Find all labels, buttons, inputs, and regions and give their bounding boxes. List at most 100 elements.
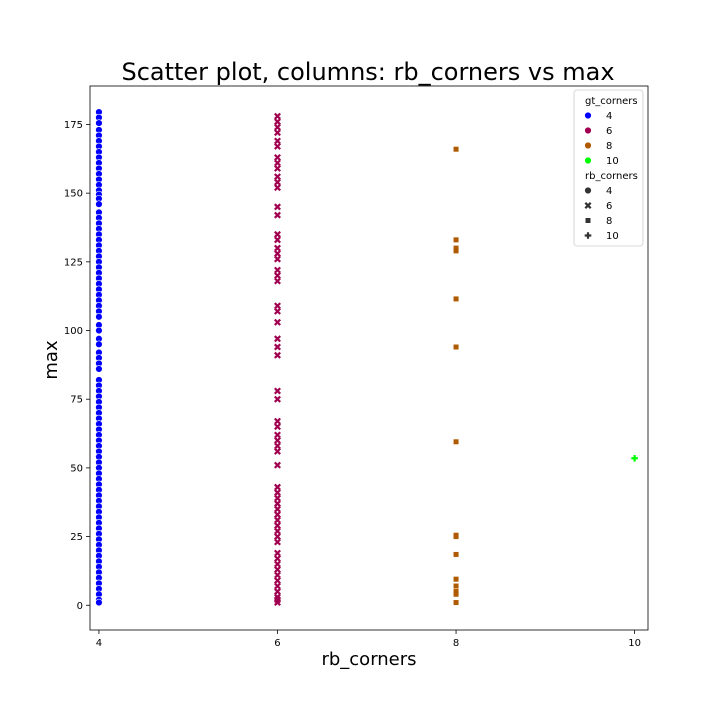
- data-point: [274, 184, 281, 192]
- legend-item: 8: [584, 141, 612, 152]
- data-point: [274, 178, 281, 186]
- x-tick-label: 4: [96, 638, 102, 649]
- y-tick-label: 125: [64, 257, 83, 268]
- data-point: [274, 447, 281, 455]
- data-point: [274, 164, 281, 172]
- data-point: [453, 551, 459, 557]
- data-point: [95, 200, 103, 208]
- y-tick-label: 25: [70, 532, 83, 543]
- legend-marker: [584, 126, 592, 135]
- legend-item: 10: [584, 156, 619, 167]
- data-point: [453, 439, 459, 445]
- data-point: [274, 599, 281, 607]
- data-point: [631, 454, 638, 462]
- data-point: [274, 527, 281, 535]
- data-point: [274, 203, 281, 211]
- data-point: [274, 112, 281, 120]
- data-point: [274, 318, 281, 326]
- data-point: [274, 423, 281, 431]
- data-point: [274, 436, 281, 444]
- legend-marker: [584, 232, 592, 239]
- data-point: [274, 173, 281, 181]
- data-point: [453, 296, 459, 302]
- data-point: [453, 248, 459, 254]
- series-10: [631, 454, 638, 462]
- legend-label: 8: [606, 141, 612, 152]
- data-point: [274, 582, 281, 590]
- data-point: [274, 395, 281, 403]
- data-point: [274, 566, 281, 574]
- legend-item: 4: [584, 111, 612, 122]
- legend-label: 4: [606, 186, 612, 197]
- legend-label: 8: [606, 216, 612, 227]
- x-axis-label: rb_corners: [321, 649, 416, 670]
- data-point: [453, 589, 459, 595]
- legend-marker: [584, 156, 592, 165]
- series-6: [274, 112, 281, 607]
- x-tick-label: 10: [628, 638, 641, 649]
- data-point: [274, 255, 281, 263]
- data-point: [274, 244, 281, 252]
- data-point: [453, 600, 459, 606]
- data-point: [274, 307, 281, 315]
- legend-label: 10: [606, 231, 619, 242]
- y-tick-label: 75: [70, 395, 83, 406]
- data-point: [95, 598, 103, 607]
- data-point: [274, 588, 281, 596]
- data-point: [453, 146, 459, 152]
- data-point: [274, 483, 281, 491]
- x-tick-label: 8: [453, 638, 459, 649]
- data-point: [274, 153, 281, 161]
- data-point: [274, 266, 281, 274]
- data-point: [274, 431, 281, 439]
- data-point: [274, 236, 281, 244]
- y-tick-label: 175: [64, 120, 83, 131]
- data-point: [95, 340, 103, 348]
- data-point: [274, 549, 281, 557]
- legend-marker: [584, 141, 592, 150]
- data-point: [95, 365, 103, 373]
- legend-item: 4: [584, 186, 612, 197]
- y-tick-label: 150: [64, 189, 83, 200]
- y-tick-label: 100: [64, 326, 83, 337]
- data-point: [274, 417, 281, 425]
- data-point: [274, 129, 281, 137]
- legend-label: 6: [606, 126, 612, 137]
- data-point: [274, 505, 281, 513]
- data-point: [95, 119, 103, 127]
- legend-item: 6: [584, 126, 612, 137]
- data-point: [453, 245, 459, 251]
- data-point: [453, 237, 459, 243]
- legend-label: 10: [606, 156, 619, 167]
- data-point: [453, 591, 459, 597]
- data-point: [274, 516, 281, 524]
- legend-label: 4: [606, 111, 612, 122]
- data-point: [274, 538, 281, 546]
- legend: gt_corners 4 6 8 10 rb_corners 4 6 8 10: [573, 89, 644, 247]
- legend-item: 8: [585, 216, 612, 227]
- legend-label: 6: [606, 201, 612, 212]
- series-8: [453, 146, 459, 606]
- data-point: [274, 123, 281, 131]
- data-point: [274, 555, 281, 563]
- data-point: [274, 494, 281, 502]
- data-point: [274, 442, 281, 450]
- data-point: [274, 272, 281, 280]
- y-tick-label: 0: [77, 601, 83, 612]
- data-point: [274, 230, 281, 238]
- data-point: [274, 351, 281, 359]
- plot-frame: [89, 85, 649, 631]
- legend-marker: [584, 111, 592, 120]
- data-point: [274, 302, 281, 310]
- series-4: [95, 108, 103, 607]
- data-point: [274, 560, 281, 568]
- data-point: [453, 583, 459, 589]
- legend-marker: [585, 218, 591, 223]
- data-point: [453, 534, 459, 540]
- data-point: [274, 211, 281, 219]
- data-point: [274, 571, 281, 579]
- data-point: [274, 118, 281, 126]
- data-point: [274, 511, 281, 519]
